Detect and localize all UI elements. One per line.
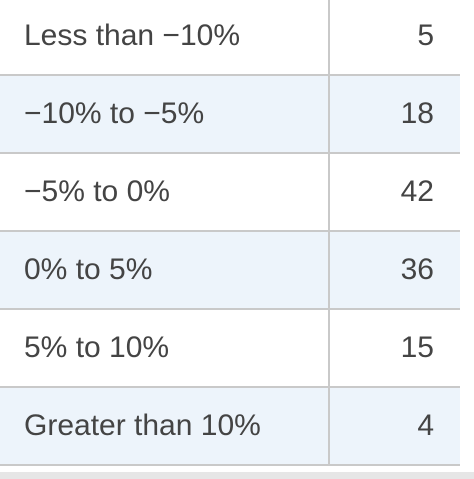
table-row: 5% to 10% 15: [0, 309, 460, 388]
row-range-label: −10% to −5%: [0, 75, 330, 154]
row-frequency-value: 15: [329, 309, 460, 388]
table-row: −10% to −5% 18: [0, 75, 460, 154]
bottom-divider: [0, 472, 474, 479]
table-row: Greater than 10% 4: [0, 387, 460, 466]
frequency-table: Less than −10% 5 −10% to −5% 18 −5% to 0…: [0, 0, 460, 466]
row-frequency-value: 5: [329, 0, 460, 76]
row-range-label: Greater than 10%: [0, 387, 330, 466]
row-frequency-value: 18: [329, 75, 460, 154]
row-frequency-value: 4: [329, 387, 460, 466]
row-frequency-value: 36: [329, 231, 460, 310]
row-range-label: 0% to 5%: [0, 231, 330, 310]
table-row: Less than −10% 5: [0, 0, 460, 76]
table-row: −5% to 0% 42: [0, 153, 460, 232]
table-row: 0% to 5% 36: [0, 231, 460, 310]
row-frequency-value: 42: [329, 153, 460, 232]
frequency-table-grid: Less than −10% 5 −10% to −5% 18 −5% to 0…: [0, 0, 460, 466]
row-range-label: −5% to 0%: [0, 153, 330, 232]
row-range-label: 5% to 10%: [0, 309, 330, 388]
row-range-label: Less than −10%: [0, 0, 330, 76]
